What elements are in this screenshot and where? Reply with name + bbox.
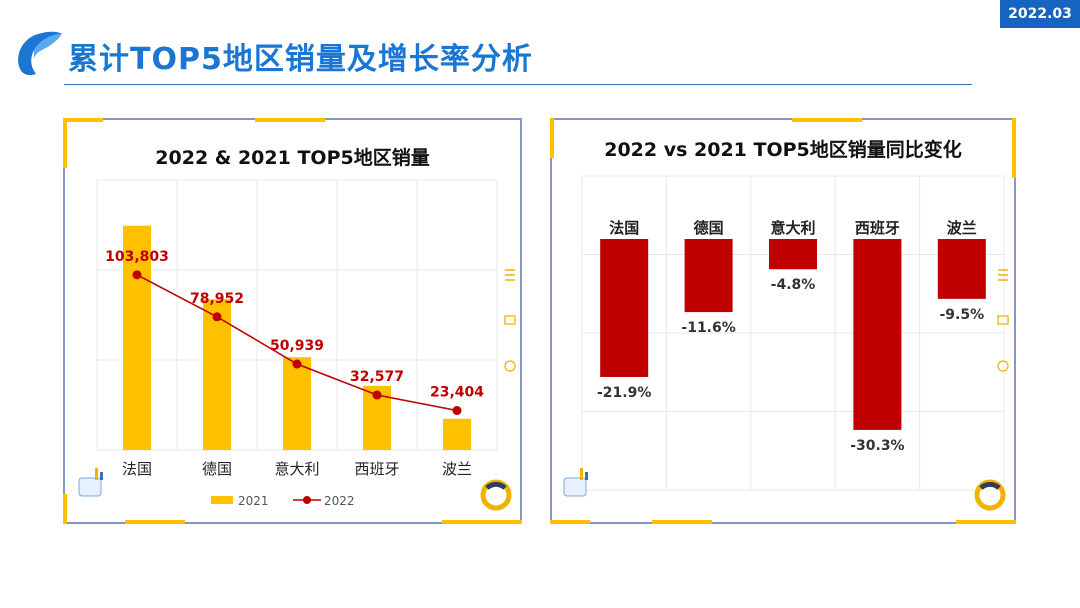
- mail-icon: [997, 315, 1009, 325]
- menu-icon: [505, 269, 515, 281]
- chart-card-icon: [95, 468, 98, 480]
- menu-icon: [998, 269, 1008, 281]
- grid: [581, 175, 1005, 491]
- logo-icon: [18, 31, 63, 76]
- x-tick-label: 法国: [122, 460, 152, 478]
- data-label-yoy: -4.8%: [771, 277, 816, 293]
- side-toolbar-icons: [504, 269, 516, 372]
- point-2022-波兰: [452, 406, 462, 416]
- data-label-yoy: -11.6%: [681, 320, 735, 336]
- legend-label-2021: 2021: [238, 494, 269, 508]
- chart-panel-yoy: 2022 vs 2021 TOP5地区销量同比变化 法国 -21.9% 德国 -11.…: [550, 118, 1016, 524]
- chart-title: 2022 & 2021 TOP5地区销量: [155, 147, 430, 169]
- chart-card-icon: [78, 477, 102, 497]
- legend-marker-2022: [303, 496, 311, 504]
- bar-2021-德国: [203, 299, 231, 450]
- data-label-2022: 23,404: [430, 385, 484, 401]
- side-toolbar-icons: [997, 269, 1009, 372]
- x-tick-label: 西班牙: [855, 219, 900, 237]
- bottom-left-decoration: [563, 468, 588, 497]
- data-label-yoy: -9.5%: [939, 307, 984, 323]
- data-label-yoy: -30.3%: [850, 438, 904, 454]
- mail-icon: [504, 315, 516, 325]
- x-tick-label: 法国: [609, 219, 639, 237]
- x-tick-label: 意大利: [274, 460, 319, 478]
- data-label-2022: 103,803: [105, 249, 169, 265]
- yoy-chart: 法国 -21.9% 德国 -11.6% 意大利 -4.8% 西班牙 -30.3% 波兰 -9.5%: [563, 175, 1009, 511]
- yoy-bar-意大利: [769, 239, 817, 270]
- point-2022-德国: [212, 312, 222, 322]
- yoy-bar-德国: [684, 239, 733, 313]
- yoy-bar-西班牙: [853, 239, 902, 430]
- chart-card-icon: [585, 472, 588, 480]
- data-label-yoy: -21.9%: [597, 385, 651, 401]
- chart-title: 2022 vs 2021 TOP5地区销量同比变化: [604, 139, 962, 161]
- x-tick-label: 波兰: [442, 460, 472, 478]
- legend-swatch-2021: [211, 496, 233, 504]
- bulb-icon: [997, 360, 1009, 372]
- chart-card-icon: [580, 468, 583, 480]
- data-label-2022: 32,577: [350, 369, 404, 385]
- x-tick-label: 意大利: [770, 219, 815, 237]
- point-2022-法国: [132, 270, 142, 280]
- x-tick-label: 德国: [694, 219, 724, 237]
- x-tick-label: 波兰: [947, 219, 977, 237]
- page-title: 累计TOP5地区销量及增长率分析: [68, 42, 533, 77]
- chart-card-icon: [100, 472, 103, 480]
- chart-card-icon: [563, 477, 587, 497]
- chart-panel-sales: 2022 & 2021 TOP5地区销量 103,803 78,952 50,939…: [63, 118, 522, 524]
- date-badge: 2022.03: [1000, 0, 1080, 28]
- x-tick-label: 西班牙: [354, 460, 399, 478]
- legend-label-2022: 2022: [324, 494, 355, 508]
- legend: 2021 2022: [211, 494, 355, 508]
- data-label-2022: 50,939: [270, 338, 324, 354]
- point-2022-西班牙: [372, 390, 382, 400]
- sales-chart: 103,803 78,952 50,939 32,577 23,404 法国 德国 意大利 西班…: [78, 179, 516, 511]
- bulb-icon: [504, 360, 516, 372]
- bar-2021-意大利: [283, 357, 311, 450]
- x-tick-label: 德国: [202, 460, 232, 478]
- bar-2021-波兰: [443, 418, 471, 450]
- bottom-left-decoration: [78, 468, 103, 497]
- data-label-2022: 78,952: [190, 291, 244, 307]
- yoy-bar-波兰: [937, 239, 986, 299]
- bar-2021-法国: [123, 225, 151, 450]
- yoy-bar-法国: [600, 239, 649, 377]
- title-divider: [64, 84, 972, 85]
- donut-icon: [485, 481, 507, 490]
- bottom-right-decoration: [974, 479, 1006, 511]
- bottom-right-decoration: [480, 479, 512, 511]
- donut-icon: [979, 481, 1001, 490]
- point-2022-意大利: [292, 359, 302, 369]
